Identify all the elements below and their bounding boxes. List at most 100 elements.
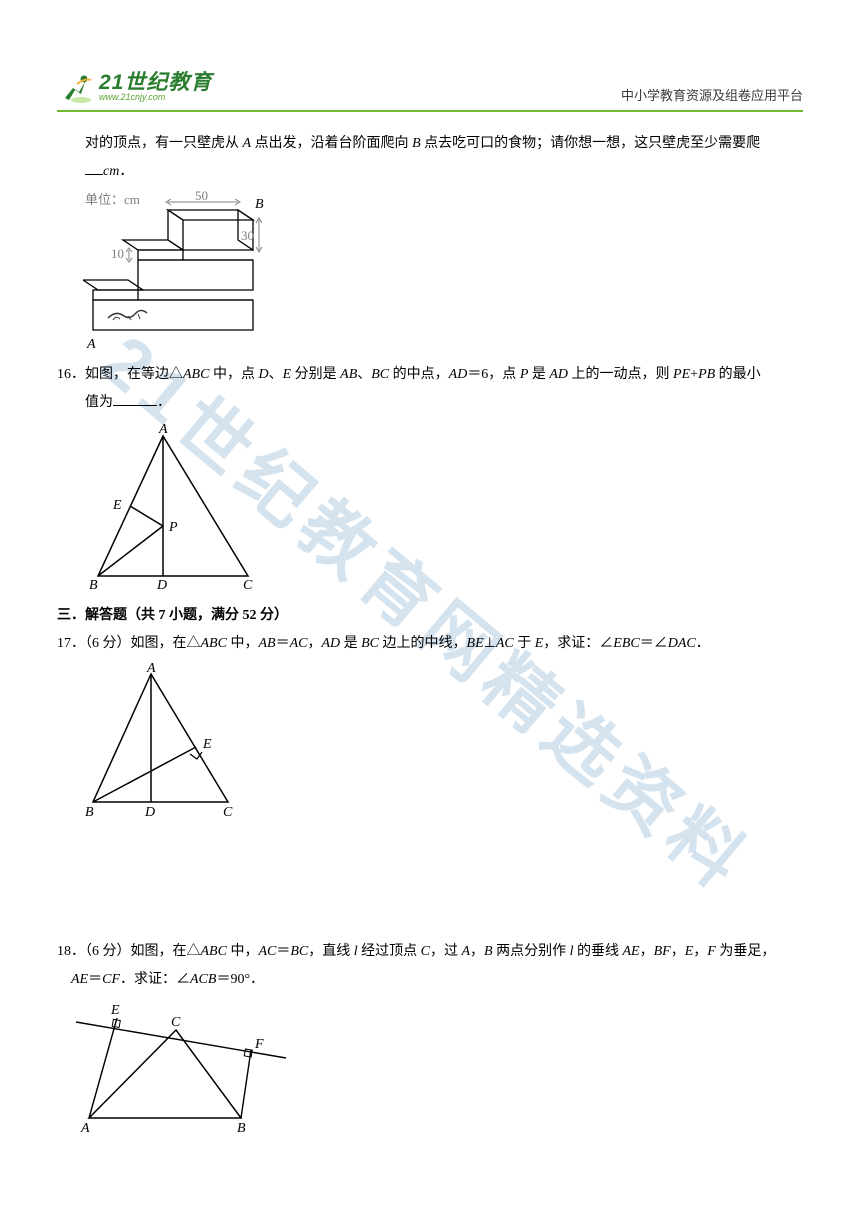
logo-block: 21世纪教育 www.21cnjy.com: [57, 70, 212, 104]
q17-t2: 中，: [227, 636, 259, 651]
q16-l2: 值为: [85, 395, 113, 410]
q17-EBC: EBC: [613, 636, 639, 651]
q18-AC: AC: [258, 944, 276, 959]
q17-t8: ，求证：∠: [543, 636, 613, 651]
section-3-title: 三．解答题（共 7 小题，满分 52 分）: [57, 602, 803, 630]
q16-E: E: [283, 367, 292, 382]
f17-E: E: [202, 737, 212, 752]
q16-num: 16．: [57, 367, 85, 382]
figure-q17: A E B D C: [83, 662, 803, 822]
q17-pts: （6 分）: [85, 636, 131, 651]
q16-D: D: [258, 367, 268, 382]
q18-line1: 18．（6 分）如图，在△ABC 中，AC＝BC，直线 l 经过顶点 C，过 A…: [57, 938, 803, 966]
frag-period: ．: [119, 164, 133, 179]
q18-E: E: [685, 944, 694, 959]
q18-C: C: [421, 944, 430, 959]
q18-l2eq: ＝: [88, 972, 102, 987]
q18-line2: AE＝CF．求证：∠ACB＝90°．: [57, 966, 803, 994]
f16-E: E: [112, 498, 122, 513]
q17-t6: ⊥: [484, 636, 496, 651]
f16-A: A: [158, 422, 168, 437]
q18-l2b: CF: [102, 972, 120, 987]
q18-B: B: [484, 944, 493, 959]
q17-line: 17．（6 分）如图，在△ABC 中，AB＝AC，AD 是 BC 边上的中线，B…: [57, 630, 803, 658]
q16-PE: PE: [673, 367, 690, 382]
figure-q16: A E P B D C: [83, 421, 803, 596]
q18-l2c: ．求证：∠: [120, 972, 190, 987]
f18-F: F: [254, 1037, 264, 1052]
step-height: 30: [241, 228, 254, 243]
f17-C: C: [223, 805, 233, 820]
q18-t10: ，: [671, 944, 685, 959]
q16-t9: 上的一动点，则: [568, 367, 673, 382]
logo-sub-text: www.21cnjy.com: [99, 93, 212, 102]
step-width: 50: [195, 190, 208, 203]
q16-t10: 的最小: [715, 367, 761, 382]
q16-line1: 16．如图，在等边△ABC 中，点 D、E 分别是 AB、BC 的中点，AD＝6…: [57, 361, 803, 389]
q16-t2: 中，点: [209, 367, 258, 382]
q17-AB: AB: [258, 636, 275, 651]
q17-DAC: DAC: [668, 636, 696, 651]
q16-t6: 的中点，: [389, 367, 449, 382]
q18-pts: （6 分）: [85, 944, 131, 959]
content-area: 对的顶点，有一只壁虎从 A 点出发，沿着台阶面爬向 B 点去吃可口的食物；请你想…: [57, 130, 803, 1133]
q18-ABC: ABC: [201, 944, 227, 959]
frag-unit: cm: [103, 164, 119, 179]
logo-main-text: 21世纪教育: [99, 72, 212, 93]
q17-eq2: ＝∠: [640, 636, 668, 651]
f18-C: C: [171, 1015, 181, 1030]
vertical-gap: [57, 828, 803, 938]
q16-t3: 、: [269, 367, 283, 382]
q18-t9: ，: [640, 944, 654, 959]
q16-BC: BC: [371, 367, 389, 382]
step-label-B: B: [255, 197, 264, 212]
q18-t8: 的垂线: [573, 944, 622, 959]
q17-t7: 于: [514, 636, 535, 651]
f16-C: C: [243, 578, 253, 593]
q16-t1: 如图，在等边△: [85, 367, 183, 382]
f16-B: B: [89, 578, 98, 593]
page-container: 21世纪教育 www.21cnjy.com 中小学教育资源及组卷应用平台 对的顶…: [0, 0, 860, 1133]
step-label-A: A: [86, 337, 96, 352]
header-right-text: 中小学教育资源及组卷应用平台: [621, 85, 803, 104]
f18-B: B: [237, 1121, 246, 1133]
frag-B: B: [412, 136, 421, 151]
q16-plus: +: [690, 367, 698, 382]
f18-E: E: [110, 1003, 120, 1018]
f16-P: P: [168, 520, 178, 535]
q18-t12: 为垂足，: [716, 944, 776, 959]
q16-PB: PB: [698, 367, 715, 382]
q17-num: 17．: [57, 636, 85, 651]
q16-AD: AD: [449, 367, 468, 382]
q16-AD2: AD: [549, 367, 568, 382]
f18-A: A: [80, 1121, 90, 1133]
q16-t8: 是: [528, 367, 549, 382]
q16-blank: [113, 392, 157, 406]
q18-l2d: ＝90°．: [216, 972, 264, 987]
q17-t1: 如图，在△: [131, 636, 201, 651]
q17-eq: ＝: [276, 636, 290, 651]
q17-ABC: ABC: [201, 636, 227, 651]
q17-period: ．: [696, 636, 710, 651]
q18-t3: ，直线: [308, 944, 354, 959]
frag-line1: 对的顶点，有一只壁虎从 A 点出发，沿着台阶面爬向 B 点去吃可口的食物；请你想…: [57, 130, 803, 158]
q17-AC2: AC: [496, 636, 514, 651]
q17-BC: BC: [361, 636, 379, 651]
q18-BF: BF: [654, 944, 671, 959]
blank-value: [85, 161, 103, 175]
q18-l2a: AE: [71, 972, 88, 987]
figure-q18: E C F A B: [71, 998, 803, 1133]
f17-A: A: [146, 662, 156, 676]
f17-D: D: [144, 805, 155, 820]
q18-ACB: ACB: [190, 972, 216, 987]
q18-num: 18．: [57, 944, 85, 959]
q18-BC: BC: [290, 944, 308, 959]
frag-t1: 对的顶点，有一只壁虎从: [85, 136, 243, 151]
q18-t11: ，: [693, 944, 707, 959]
q18-t7: 两点分别作: [493, 944, 570, 959]
q17-E: E: [535, 636, 544, 651]
step-depth: 10: [111, 246, 124, 261]
page-header: 21世纪教育 www.21cnjy.com 中小学教育资源及组卷应用平台: [57, 70, 803, 112]
q16-t5: 、: [357, 367, 371, 382]
frag-t2: 点出发，沿着台阶面爬向: [251, 136, 412, 151]
